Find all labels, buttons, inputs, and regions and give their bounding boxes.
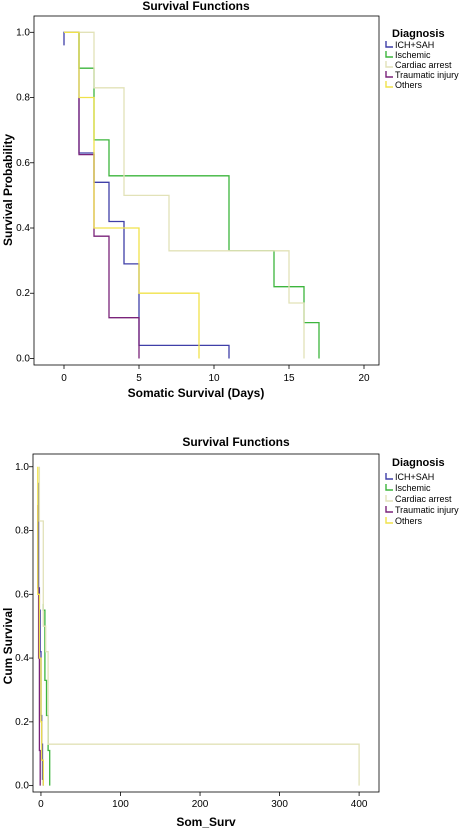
chart-1-x-tick-label: 5 [136, 373, 142, 384]
chart-1: Survival Functions 0 5 10 15 200.00.20.40.60… [1, 0, 459, 400]
chart-1-legend-swatch [385, 41, 393, 48]
chart-2-legend-swatch [385, 473, 393, 480]
chart-1-legend-entry: Others [395, 80, 423, 90]
chart-2-legend-title: Diagnosis [392, 457, 445, 469]
chart-1-y-tick-label: 0.2 [16, 288, 30, 299]
chart-1-legend-entry: Traumatic injury [395, 70, 459, 80]
chart-1-title: Survival Functions [142, 0, 250, 13]
chart-2-y-tick-label: 1.0 [15, 462, 29, 473]
chart-2-legend-swatch [385, 517, 393, 524]
chart-2-legend-swatch [385, 495, 393, 502]
chart-2-series-others [37, 466, 44, 786]
chart-2-x-tick-label: 100 [112, 799, 129, 810]
chart-2-y-tick-label: 0.6 [15, 589, 29, 600]
chart-2-legend-entry: Ischemic [395, 483, 431, 493]
chart-2-y-tick-label: 0.0 [15, 781, 29, 792]
chart-1-y-tick-label: 0.6 [16, 158, 30, 169]
chart-2-x-tick-label: 0 [38, 799, 44, 810]
chart-2-y-tick-label: 0.4 [15, 653, 29, 664]
chart-2-axis-ticks: 0 100 200 300 400 0.0 0.2 0.4 0.6 0.8 1.0 [15, 462, 368, 810]
chart-2-legend-swatch [385, 484, 393, 491]
chart-2-series-cardiac-arrest [38, 466, 360, 786]
chart-1-y-tick-label: 0.4 [16, 223, 30, 234]
chart-2-y-axis-label: Cum Survival [1, 608, 15, 685]
chart-1-legend-swatch [385, 51, 393, 58]
chart-2-legend-entry: Cardiac arrest [395, 494, 452, 504]
chart-1-series-cardiac-arrest [79, 31, 305, 359]
chart-1-legend-swatch [385, 71, 393, 78]
chart-2-y-tick-label: 0.2 [15, 717, 29, 728]
chart-1-x-axis-label: Somatic Survival (Days) [128, 386, 265, 400]
chart-2-legend-entry: Others [395, 516, 423, 526]
chart-2-x-tick-label: 300 [271, 799, 288, 810]
chart-1-x-tick-label: 15 [283, 373, 295, 384]
chart-2-legend-entry: ICH+SAH [395, 472, 434, 482]
chart-1-x-tick-label: 20 [358, 373, 370, 384]
chart-1-y-tick-label: 0.8 [16, 93, 30, 104]
chart-2-legend-swatch [385, 506, 393, 513]
chart-1-axis-ticks: 0 5 10 15 20 0.0 0.2 0.4 0.6 0.8 1.0 [16, 27, 370, 384]
chart-1-legend-swatch [385, 61, 393, 68]
chart-2-legend-entry: Traumatic injury [395, 505, 459, 515]
chart-1-legend-entry: Ischemic [395, 50, 431, 60]
chart-2-x-axis-label: Som_Surv [176, 815, 236, 829]
chart-1-series [63, 31, 320, 359]
chart-1-y-tick-label: 0.0 [16, 353, 30, 364]
chart-1-legend-entry: ICH+SAH [395, 40, 434, 50]
chart-2-y-tick-label: 0.8 [15, 526, 29, 537]
chart-1-plot-frame [33, 15, 380, 366]
chart-2-title: Survival Functions [182, 435, 290, 449]
chart-1-legend-swatch [385, 81, 393, 88]
chart-2-plot-frame [32, 453, 380, 793]
chart-1-legend-title: Diagnosis [392, 28, 445, 40]
chart-2-x-tick-label: 200 [192, 799, 209, 810]
chart-2-x-tick-label: 400 [351, 799, 368, 810]
chart-1-x-tick-label: 0 [61, 373, 67, 384]
chart-2-series [37, 466, 360, 786]
chart-1-x-tick-label: 10 [208, 373, 220, 384]
chart-1-y-axis-label: Survival Probability [1, 134, 15, 246]
chart-1-series-traumatic-injury [78, 97, 140, 359]
chart-1-y-tick-label: 1.0 [16, 27, 30, 38]
chart-1-series-others [64, 31, 200, 359]
chart-2-series-ischemic [42, 603, 51, 786]
chart-1-legend-entry: Cardiac arrest [395, 60, 452, 70]
chart-2: Survival Functions 0 100 200 300 400 0.0 0.2 0.… [1, 435, 459, 829]
